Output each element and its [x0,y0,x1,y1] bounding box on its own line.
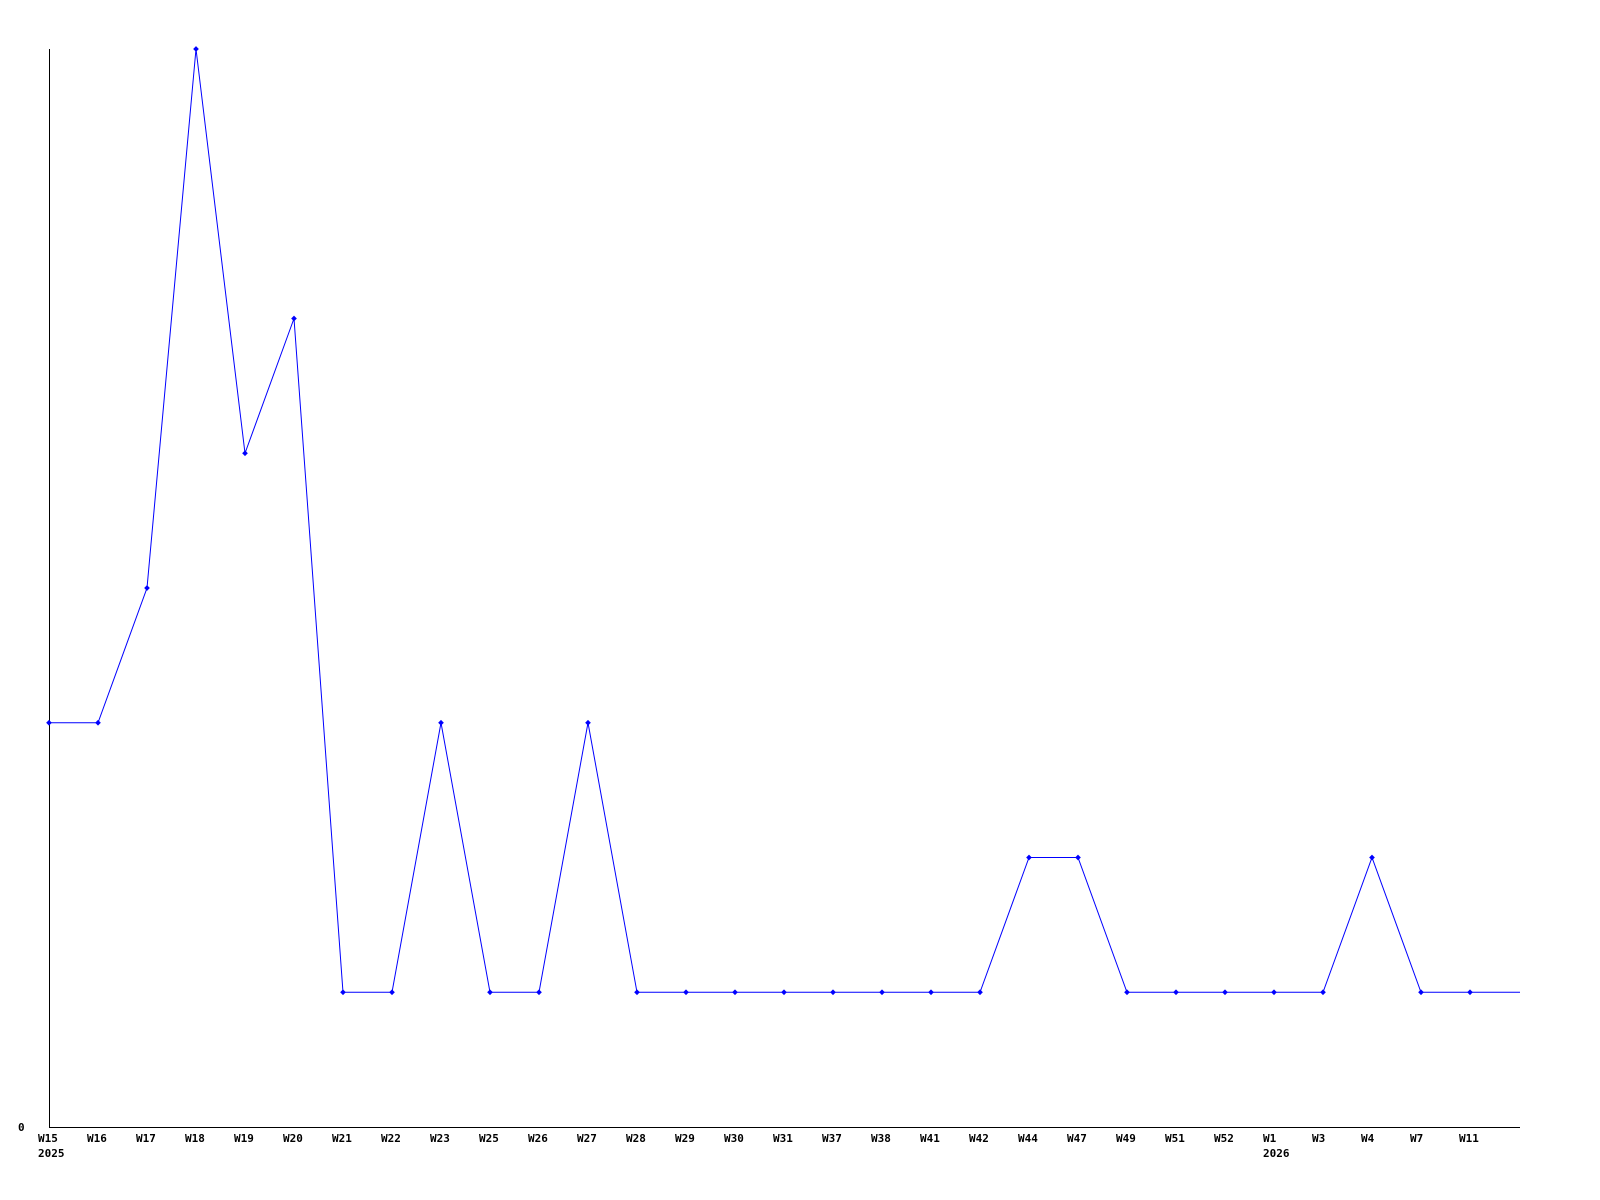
x-tick-label: W25 [479,1132,499,1145]
x-tick-label: W17 [136,1132,156,1145]
x-tick-label: W41 [920,1132,940,1145]
data-point [1418,989,1424,996]
x-tick-label: W23 [430,1132,450,1145]
x-tick-label: W49 [1116,1132,1136,1145]
x-tick-label: W16 [87,1132,107,1145]
data-point [95,719,101,726]
x-year-label: 2026 [1263,1147,1290,1160]
data-point [438,719,444,726]
x-tick-label: W51 [1165,1132,1185,1145]
data-point [389,989,395,996]
data-point [242,450,248,457]
x-tick-label: W7 [1410,1132,1423,1145]
data-point [1320,989,1326,996]
data-point [781,989,787,996]
x-tick-label: W42 [969,1132,989,1145]
x-tick-label: W47 [1067,1132,1087,1145]
x-tick-label: W19 [234,1132,254,1145]
data-point [291,315,297,322]
data-point [487,989,493,996]
x-tick-label: W31 [773,1132,793,1145]
x-tick-label: W1 [1263,1132,1277,1145]
x-tick-label: W44 [1018,1132,1038,1145]
data-point [144,585,150,591]
data-point [1026,854,1032,861]
data-point [340,989,346,996]
data-point [928,989,934,996]
data-point [1222,989,1228,996]
x-tick-label: W38 [871,1132,891,1145]
data-point [1173,989,1179,996]
x-tick-label: W22 [381,1132,401,1145]
data-point [830,989,836,996]
data-point [879,989,885,996]
data-point [634,989,640,996]
data-point [46,719,52,726]
x-tick-label: W15 [38,1132,58,1145]
data-point [1124,989,1130,996]
y-tick-label: 0 [18,1121,25,1134]
x-tick-label: W28 [626,1132,646,1145]
x-tick-label: W4 [1361,1132,1375,1145]
data-point [536,989,542,996]
data-point [732,989,738,996]
x-tick-label: W20 [283,1132,303,1145]
x-year-label: 2025 [38,1147,65,1160]
x-tick-label: W29 [675,1132,695,1145]
data-point [1467,989,1473,996]
data-point [193,46,199,52]
x-tick-label: W21 [332,1132,352,1145]
data-point [585,719,591,726]
x-tick-label: W18 [185,1132,205,1145]
series-line [49,48,1520,993]
x-tick-label: W27 [577,1132,597,1145]
x-tick-label: W30 [724,1132,744,1145]
data-point [1369,854,1375,861]
x-tick-label: W52 [1214,1132,1234,1145]
x-tick-label: W3 [1312,1132,1325,1145]
data-point [683,989,689,996]
x-tick-label: W37 [822,1132,842,1145]
data-point [1271,989,1277,996]
x-tick-label: W11 [1459,1132,1479,1145]
data-point [977,989,983,996]
data-point [1075,854,1081,861]
x-tick-label: W26 [528,1132,548,1145]
